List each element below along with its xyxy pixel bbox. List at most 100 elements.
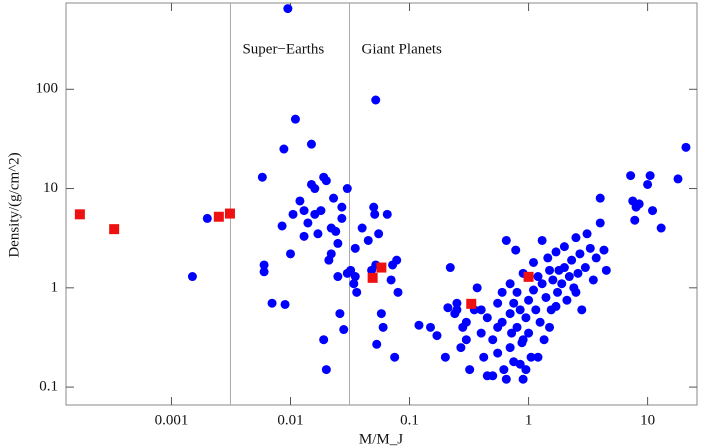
point — [501, 374, 511, 384]
point — [648, 206, 658, 216]
point — [452, 305, 462, 315]
point — [497, 287, 507, 297]
point — [425, 322, 435, 332]
point — [523, 271, 534, 282]
point — [499, 365, 509, 375]
point — [363, 235, 373, 245]
point — [567, 255, 577, 265]
point — [277, 221, 287, 231]
point — [528, 257, 538, 267]
point — [374, 229, 384, 239]
point — [630, 215, 640, 225]
point — [533, 272, 543, 282]
point — [386, 275, 396, 285]
point — [329, 193, 339, 203]
x-tick-label: 0.1 — [400, 412, 419, 428]
point — [213, 211, 224, 222]
point — [286, 249, 296, 259]
annotation: Giant Planets — [361, 41, 442, 57]
point — [505, 279, 515, 289]
point — [585, 243, 595, 253]
point — [575, 249, 585, 259]
point — [295, 196, 305, 206]
point — [656, 223, 666, 233]
point — [202, 213, 212, 223]
point — [537, 235, 547, 245]
point — [507, 328, 517, 338]
point — [601, 265, 611, 275]
point — [548, 275, 558, 285]
point — [599, 245, 609, 255]
point — [350, 272, 360, 282]
point — [393, 287, 403, 297]
point — [551, 301, 561, 311]
point — [634, 199, 644, 209]
point — [472, 283, 482, 293]
point — [545, 265, 555, 275]
point — [326, 249, 336, 259]
point — [588, 275, 598, 285]
point — [476, 305, 486, 315]
point — [335, 309, 345, 319]
point — [306, 179, 316, 189]
point — [528, 285, 538, 295]
point — [541, 292, 551, 302]
point — [443, 303, 453, 313]
point — [267, 298, 277, 308]
point — [352, 287, 362, 297]
point — [537, 279, 547, 289]
point — [370, 209, 380, 219]
point — [512, 322, 522, 332]
point — [280, 299, 290, 309]
x-tick-label: 1 — [525, 412, 533, 428]
point — [339, 325, 349, 335]
point — [591, 253, 601, 263]
point — [511, 245, 521, 255]
point — [465, 365, 475, 375]
point — [539, 335, 549, 345]
point — [440, 352, 450, 362]
point — [571, 287, 581, 297]
y-tick-label: 100 — [36, 81, 59, 97]
point — [187, 272, 197, 282]
point — [518, 374, 528, 384]
point — [316, 206, 326, 216]
x-axis-title: M/M_J — [359, 431, 403, 447]
point — [342, 184, 352, 194]
point — [524, 295, 534, 305]
annotation: Super−Earths — [242, 41, 324, 57]
point — [515, 305, 525, 315]
point — [543, 253, 553, 263]
point — [557, 279, 567, 289]
point — [458, 322, 468, 332]
y-axis-title: Density/(g/cm^2) — [6, 152, 22, 257]
point — [382, 209, 392, 219]
point — [535, 317, 545, 327]
point — [452, 298, 462, 308]
point — [577, 305, 587, 315]
point — [526, 352, 536, 362]
point — [488, 371, 498, 381]
point — [288, 209, 298, 219]
point — [482, 313, 492, 323]
point — [333, 272, 343, 282]
point — [313, 229, 323, 239]
point — [515, 359, 525, 369]
y-tick-label: 10 — [43, 180, 58, 196]
point — [673, 174, 683, 184]
point — [580, 263, 590, 273]
point — [259, 267, 269, 277]
point — [476, 328, 486, 338]
x-tick-label: 0.001 — [155, 412, 189, 428]
point — [562, 295, 572, 305]
point — [626, 171, 636, 181]
x-tick-label: 10 — [640, 412, 655, 428]
point — [109, 224, 120, 235]
point — [595, 218, 605, 228]
point — [257, 172, 267, 182]
point — [456, 343, 466, 353]
point — [521, 365, 531, 375]
point — [571, 233, 581, 243]
point — [372, 339, 382, 349]
